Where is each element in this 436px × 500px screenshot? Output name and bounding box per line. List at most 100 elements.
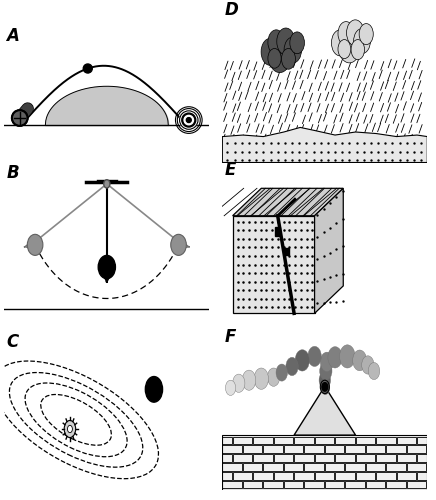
Bar xyxy=(274,472,293,480)
Circle shape xyxy=(338,40,351,58)
Bar xyxy=(304,481,324,488)
Bar xyxy=(274,436,293,444)
Circle shape xyxy=(83,64,92,73)
Polygon shape xyxy=(222,128,427,162)
Circle shape xyxy=(340,345,355,368)
Bar xyxy=(386,463,406,471)
Circle shape xyxy=(12,110,27,126)
Circle shape xyxy=(282,48,296,69)
Bar xyxy=(325,463,344,471)
Bar xyxy=(284,463,303,471)
Circle shape xyxy=(182,113,196,127)
Bar xyxy=(263,446,283,453)
Bar xyxy=(233,454,252,462)
Circle shape xyxy=(308,346,321,366)
Polygon shape xyxy=(233,216,315,314)
Circle shape xyxy=(362,356,374,374)
Bar xyxy=(243,446,262,453)
Bar xyxy=(315,472,334,480)
Circle shape xyxy=(290,32,304,54)
Bar xyxy=(397,436,416,444)
Circle shape xyxy=(321,381,330,394)
Text: B: B xyxy=(7,164,19,182)
Bar xyxy=(335,454,354,462)
Bar xyxy=(263,463,283,471)
Circle shape xyxy=(68,426,72,432)
Bar xyxy=(345,463,365,471)
Bar xyxy=(356,472,375,480)
Circle shape xyxy=(268,48,281,68)
Circle shape xyxy=(254,368,269,390)
Circle shape xyxy=(328,346,342,368)
Circle shape xyxy=(242,370,256,390)
Bar xyxy=(335,472,354,480)
Text: E: E xyxy=(225,160,236,178)
Circle shape xyxy=(268,30,285,54)
Bar xyxy=(253,436,272,444)
Circle shape xyxy=(12,110,27,126)
Circle shape xyxy=(98,256,116,278)
Circle shape xyxy=(319,372,330,388)
Bar xyxy=(345,446,365,453)
Circle shape xyxy=(276,364,287,381)
Bar xyxy=(397,472,416,480)
Circle shape xyxy=(338,30,360,63)
Circle shape xyxy=(322,382,328,391)
Bar xyxy=(304,446,324,453)
Bar xyxy=(376,472,395,480)
Bar xyxy=(356,436,375,444)
Bar xyxy=(243,463,262,471)
Bar xyxy=(243,481,262,488)
Bar xyxy=(284,481,303,488)
Circle shape xyxy=(180,111,198,130)
Bar xyxy=(376,436,395,444)
Text: D: D xyxy=(225,0,238,18)
Text: A: A xyxy=(7,27,19,45)
Bar xyxy=(417,472,436,480)
Bar xyxy=(222,446,242,453)
Bar xyxy=(294,436,313,444)
Circle shape xyxy=(27,234,43,256)
Bar xyxy=(417,454,436,462)
Bar xyxy=(345,481,365,488)
Bar xyxy=(233,436,252,444)
Bar xyxy=(366,463,385,471)
Bar xyxy=(253,454,272,462)
Circle shape xyxy=(104,180,110,188)
Circle shape xyxy=(267,368,280,386)
Circle shape xyxy=(261,38,279,66)
Circle shape xyxy=(359,24,373,44)
Bar xyxy=(366,446,385,453)
Bar xyxy=(325,481,344,488)
Bar xyxy=(315,454,334,462)
Bar xyxy=(233,472,252,480)
Bar xyxy=(294,472,313,480)
Bar xyxy=(417,436,436,444)
Circle shape xyxy=(286,358,298,376)
Bar xyxy=(275,227,280,235)
Bar xyxy=(212,454,232,462)
Text: C: C xyxy=(7,332,19,350)
Bar xyxy=(325,446,344,453)
Circle shape xyxy=(284,37,302,63)
Polygon shape xyxy=(294,386,356,435)
Bar xyxy=(284,446,303,453)
Bar xyxy=(222,463,242,471)
Bar xyxy=(222,481,242,488)
Polygon shape xyxy=(233,188,343,216)
Circle shape xyxy=(184,116,194,125)
Bar xyxy=(284,248,289,256)
Bar xyxy=(315,436,334,444)
Circle shape xyxy=(354,28,371,54)
Bar xyxy=(386,446,406,453)
Bar xyxy=(304,463,324,471)
Bar xyxy=(263,481,283,488)
Bar xyxy=(253,472,272,480)
Bar xyxy=(212,436,232,444)
Circle shape xyxy=(295,350,310,371)
Circle shape xyxy=(186,118,191,122)
Circle shape xyxy=(338,22,354,46)
Bar xyxy=(294,454,313,462)
Bar xyxy=(407,446,426,453)
Bar xyxy=(356,454,375,462)
